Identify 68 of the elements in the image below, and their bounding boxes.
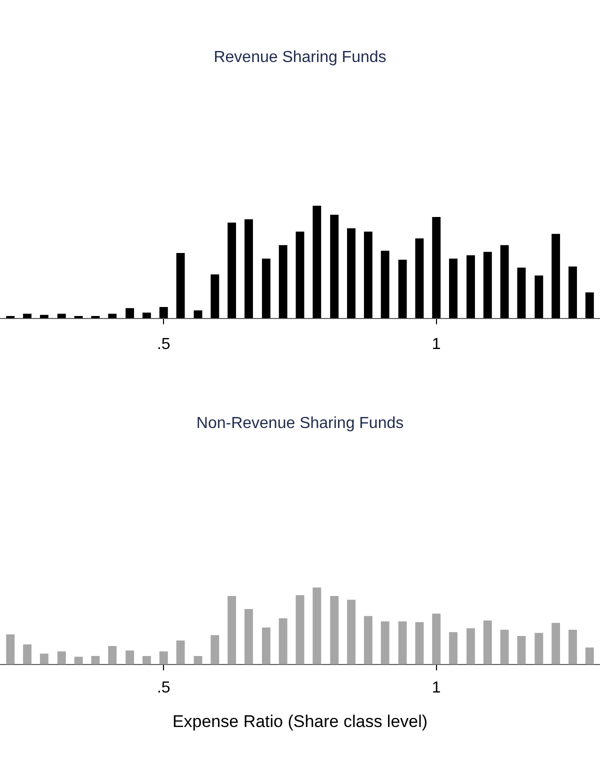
chart-title: Non-Revenue Sharing Funds xyxy=(196,415,404,432)
bar xyxy=(483,252,492,318)
bar xyxy=(296,595,304,664)
bar xyxy=(40,654,48,664)
bar xyxy=(500,630,509,664)
bar xyxy=(126,650,134,664)
bar xyxy=(74,656,83,664)
bar xyxy=(244,609,253,664)
x-tick-label: 1 xyxy=(432,679,441,696)
bar xyxy=(57,651,66,664)
bar xyxy=(296,232,304,318)
bar xyxy=(330,596,339,664)
bar xyxy=(278,618,288,664)
bar xyxy=(159,651,168,664)
bar xyxy=(312,587,322,664)
chart-title: Revenue Sharing Funds xyxy=(214,49,386,66)
bar xyxy=(142,656,151,664)
bar xyxy=(126,308,134,318)
bar xyxy=(176,640,185,664)
bar xyxy=(517,636,526,664)
bar xyxy=(466,255,475,318)
bar xyxy=(380,621,390,664)
bar xyxy=(176,253,185,318)
bar xyxy=(278,245,288,318)
bar xyxy=(415,622,424,664)
bar xyxy=(585,292,594,318)
bar xyxy=(432,614,441,664)
bar xyxy=(380,250,390,318)
bar xyxy=(449,632,458,664)
bar xyxy=(415,238,424,318)
bar xyxy=(398,260,407,318)
bar xyxy=(568,266,577,318)
bar xyxy=(244,219,253,318)
x-axis-title: Expense Ratio (Share class level) xyxy=(172,712,428,731)
bar xyxy=(552,622,560,664)
bar xyxy=(108,646,117,664)
bar xyxy=(6,634,15,664)
bar xyxy=(585,647,594,664)
bar xyxy=(194,656,202,664)
bar xyxy=(483,620,492,664)
bar xyxy=(364,232,372,318)
bar xyxy=(210,274,220,318)
bar xyxy=(142,312,151,318)
bar xyxy=(398,621,407,664)
bar xyxy=(449,258,458,318)
x-tick-label: 1 xyxy=(432,336,441,353)
bar xyxy=(534,632,544,664)
bar xyxy=(568,630,577,664)
bar xyxy=(347,600,356,664)
bar xyxy=(228,596,236,664)
bar xyxy=(262,258,270,318)
bar xyxy=(210,635,220,664)
bar xyxy=(364,616,372,664)
bar xyxy=(466,628,475,664)
bar xyxy=(517,268,526,318)
bar xyxy=(347,228,356,318)
bar xyxy=(262,627,270,664)
bar xyxy=(534,276,544,318)
bar xyxy=(91,656,100,664)
bar xyxy=(312,206,322,318)
bar xyxy=(500,245,509,318)
bar xyxy=(23,644,32,664)
bar xyxy=(330,214,339,318)
bar xyxy=(552,234,560,318)
x-tick-label: .5 xyxy=(156,336,170,353)
x-tick-label: .5 xyxy=(156,679,170,696)
bar xyxy=(228,222,236,318)
bar xyxy=(194,310,202,318)
